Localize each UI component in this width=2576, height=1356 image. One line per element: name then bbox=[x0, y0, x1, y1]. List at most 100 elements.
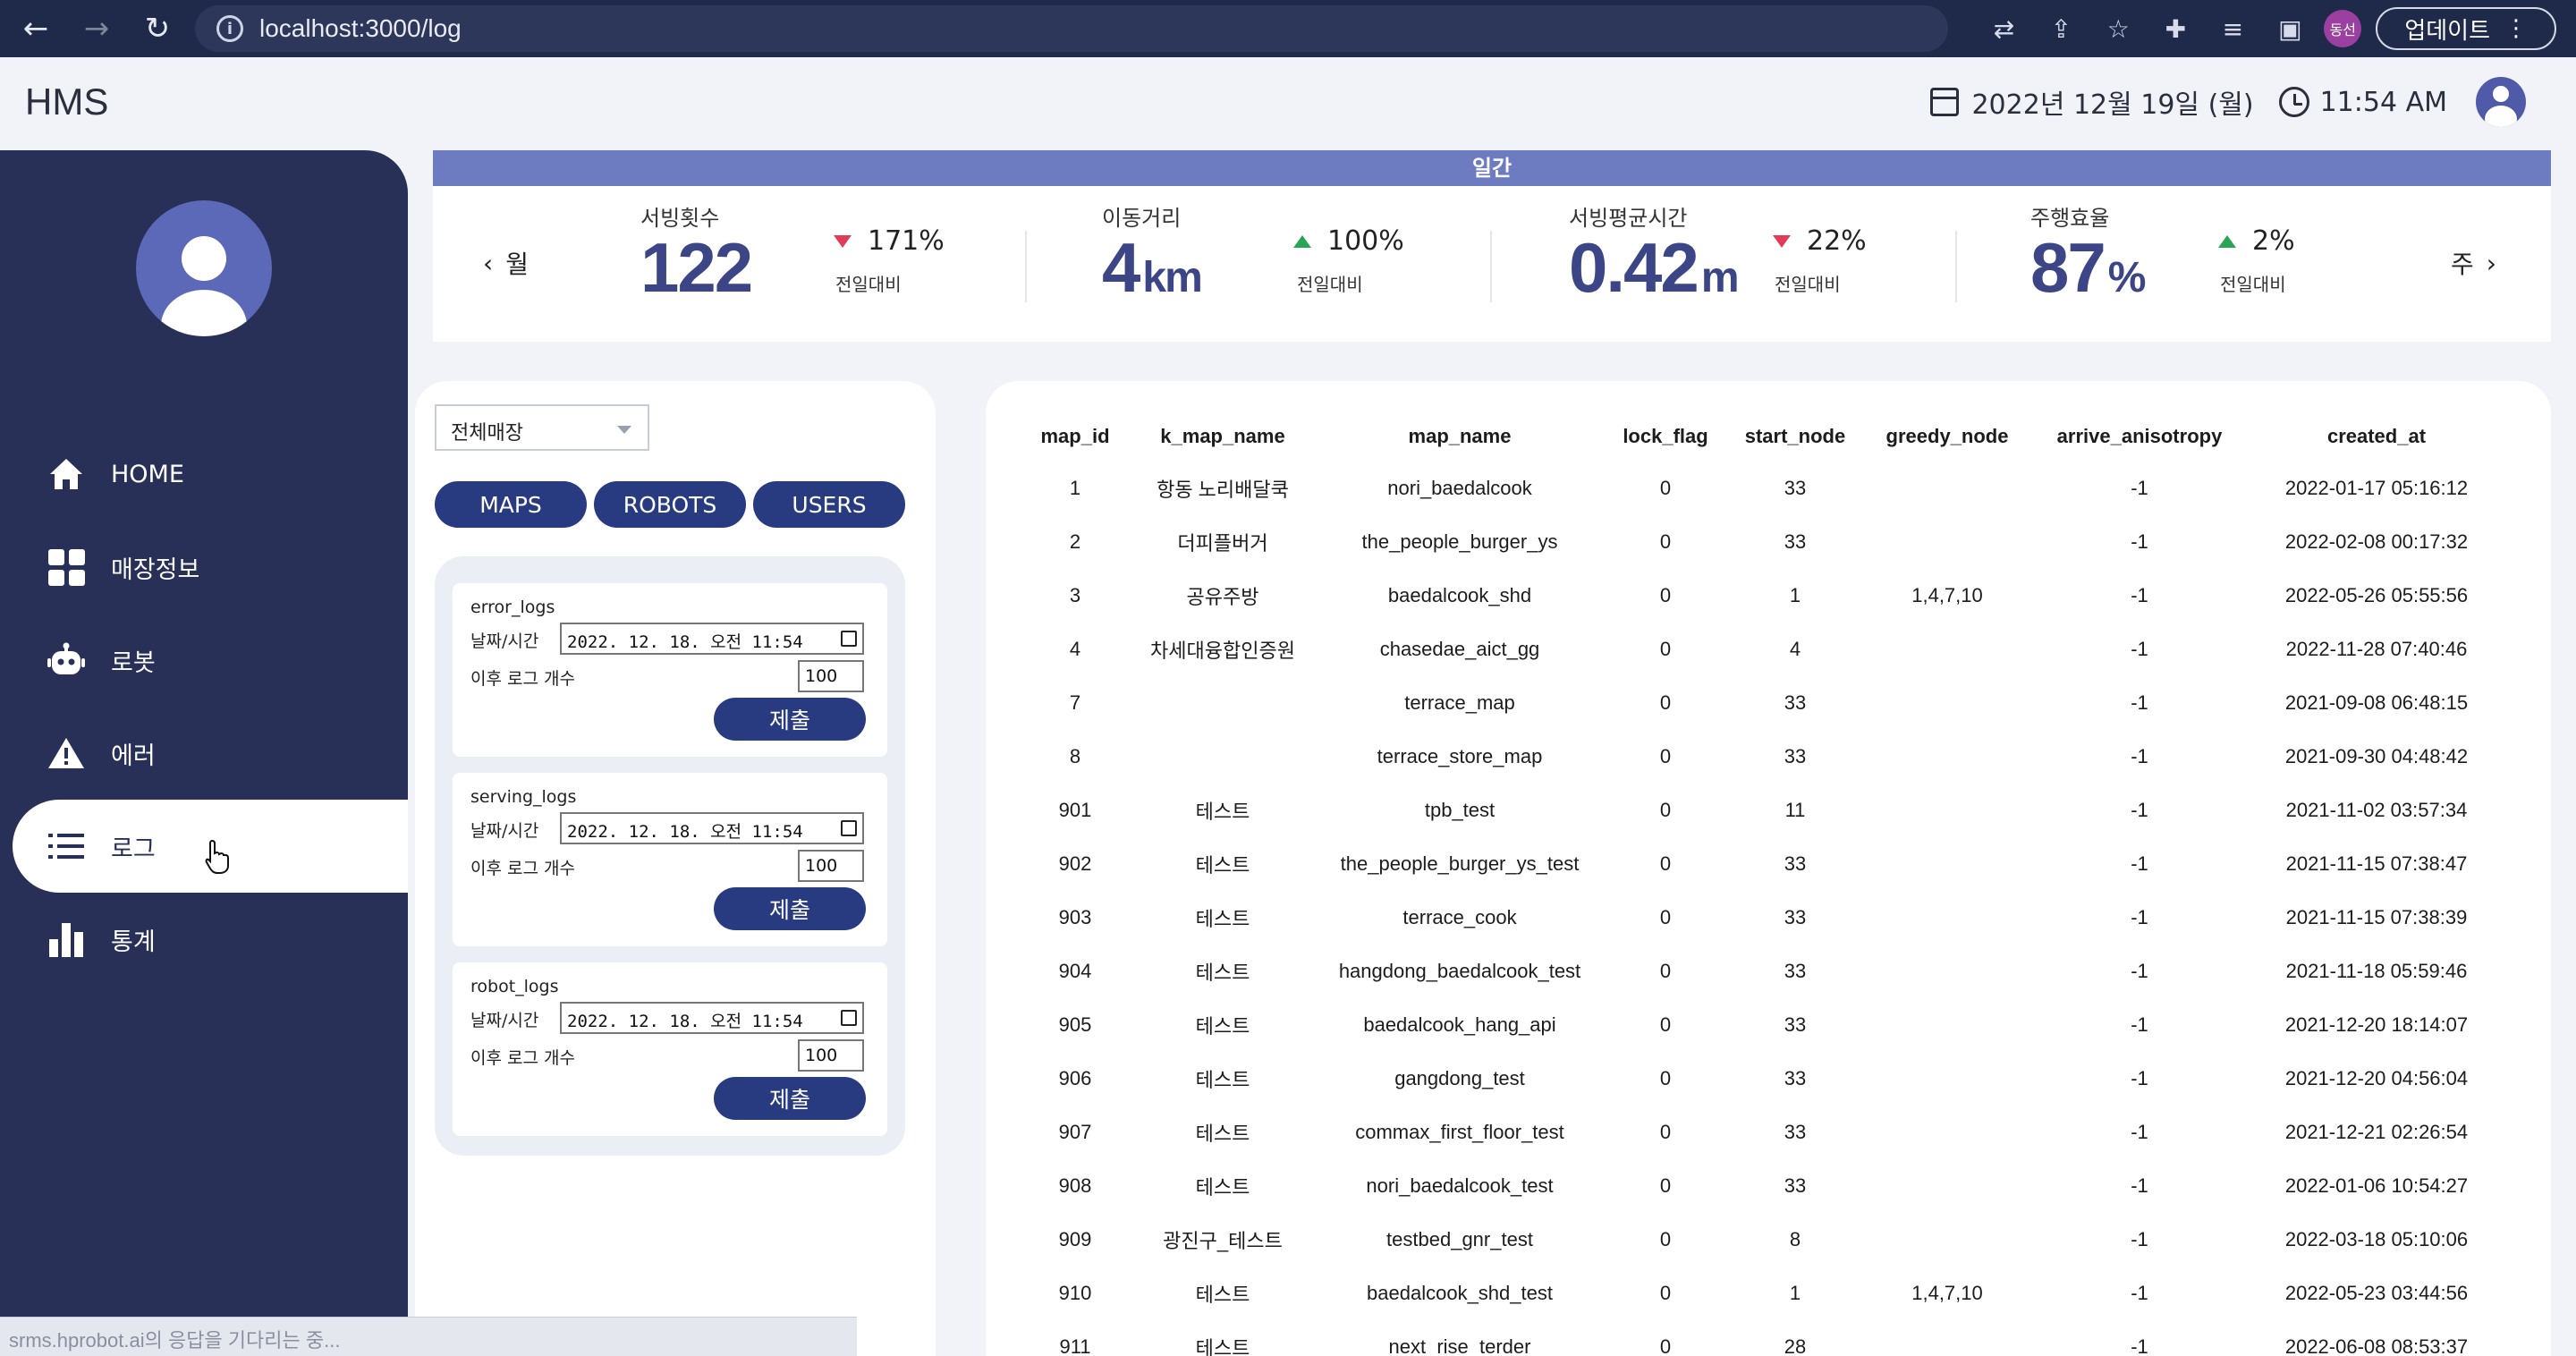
maps-button[interactable]: MAPS bbox=[435, 481, 587, 528]
table-cell-map-id: 901 bbox=[1058, 799, 1092, 821]
submit-button[interactable]: 제출 bbox=[714, 1077, 866, 1120]
prev-period-button[interactable]: ‹ 월 bbox=[483, 245, 529, 281]
stat-value: 4km bbox=[1102, 228, 1203, 307]
stat-sub-label: 전일대비 bbox=[2220, 274, 2286, 295]
datetime-input[interactable]: 2022. 12. 18. 오전 11:54 bbox=[560, 812, 864, 844]
stat-sub-label: 전일대비 bbox=[1297, 274, 1363, 295]
table-cell-created-at: 2022-11-28 07:40:46 bbox=[2285, 638, 2468, 660]
table-cell-created-at: 2021-12-20 04:56:04 bbox=[2284, 1067, 2469, 1089]
stat-value: 122 bbox=[640, 228, 753, 307]
table-cell-arrive-anisotropy: -1 bbox=[2131, 477, 2148, 499]
sidebar-item-stats[interactable]: 통계 bbox=[13, 893, 408, 986]
table-cell-map-name: next_rise_terder bbox=[1388, 1335, 1531, 1356]
sidebar-item-robot[interactable]: 로봇 bbox=[13, 614, 408, 707]
forward-arrow-icon[interactable]: → bbox=[83, 11, 110, 47]
datetime-label: 날짜/시간 bbox=[470, 821, 539, 841]
user-avatar[interactable] bbox=[2476, 77, 2526, 127]
submit-button[interactable]: 제출 bbox=[714, 698, 866, 741]
table-cell-lock-flag: 0 bbox=[1659, 799, 1672, 821]
users-button[interactable]: USERS bbox=[753, 481, 905, 528]
share-icon[interactable]: ⇪ bbox=[2050, 13, 2072, 44]
table-row[interactable]: 8 terrace_store_map 0 33 -1 2021-09-30 04:48:… bbox=[1021, 730, 2506, 784]
address-bar[interactable]: i localhost:3000/log bbox=[195, 5, 1948, 52]
robots-button[interactable]: ROBOTS bbox=[594, 481, 746, 528]
table-row[interactable]: 906 테스트 gangdong_test 0 33 -1 2021-12-20 04:56… bbox=[1021, 1052, 2506, 1106]
browser-status-bar: srms.hprobot.ai의 응답을 기다리는 중... bbox=[0, 1317, 857, 1356]
sidebar-item-store-info[interactable]: 매장정보 bbox=[13, 521, 408, 614]
table-row[interactable]: 903 테스트 terrace_cook 0 33 -1 2021-11-15 07:38:… bbox=[1021, 891, 2506, 945]
chevron-down-icon bbox=[617, 426, 631, 434]
sidebar-icon[interactable]: ▣ bbox=[2278, 13, 2302, 44]
table-cell-start-node: 33 bbox=[1784, 1067, 1807, 1089]
table-row[interactable]: 2 더피플버거 the_people_burger_ys 0 33 -1 2022-02-0… bbox=[1021, 515, 2506, 569]
table-row[interactable]: 905 테스트 baedalcook_hang_api 0 33 -1 2021-12-20… bbox=[1021, 998, 2506, 1052]
sidebar-item-error[interactable]: 에러 bbox=[13, 707, 408, 800]
grid-icon bbox=[47, 547, 86, 587]
back-arrow-icon[interactable]: ← bbox=[22, 11, 49, 47]
table-cell-start-node: 33 bbox=[1784, 906, 1807, 928]
reload-icon[interactable]: ↻ bbox=[144, 11, 171, 47]
table-cell-k-map-name: 테스트 bbox=[1195, 908, 1250, 930]
stat-driving-efficiency: 주행효율 87% 2% 전일대비 bbox=[2030, 200, 2460, 335]
translate-icon[interactable]: ⇄ bbox=[1993, 13, 2015, 44]
table-cell-arrive-anisotropy: -1 bbox=[2131, 1174, 2148, 1197]
table-cell-k-map-name: 테스트 bbox=[1195, 1069, 1250, 1091]
table-cell-lock-flag: 0 bbox=[1659, 906, 1672, 928]
count-input[interactable]: 100 bbox=[798, 1039, 864, 1072]
table-row[interactable]: 1 항동 노리배달쿡 nori_baedalcook 0 33 -1 2022-01-17 … bbox=[1021, 462, 2506, 515]
update-button[interactable]: 업데이트 ⋮ bbox=[2376, 7, 2556, 50]
table-cell-map-name: nori_baedalcook_test bbox=[1366, 1174, 1554, 1197]
table-cell-k-map-name: 테스트 bbox=[1195, 801, 1250, 823]
table-cell-created-at: 2021-09-08 06:48:15 bbox=[2284, 691, 2469, 714]
column-header-arrive-anisotropy: arrive_anisotropy bbox=[2056, 425, 2223, 447]
profile-avatar[interactable]: 동선 bbox=[2324, 10, 2362, 47]
count-input[interactable]: 100 bbox=[798, 660, 864, 692]
extensions-icon[interactable]: ✚ bbox=[2165, 13, 2187, 44]
table-cell-created-at: 2022-02-08 00:17:32 bbox=[2284, 530, 2469, 553]
stat-delta: 22% bbox=[1773, 225, 1867, 257]
table-row[interactable]: 907 테스트 commax_first_floor_test 0 33 -1 2021-1… bbox=[1021, 1106, 2506, 1159]
sidebar-item-home[interactable]: HOME bbox=[13, 428, 408, 521]
store-select-value: 전체매장 bbox=[451, 422, 523, 445]
table-row[interactable]: 4 차세대융합인증원 chasedae_aict_gg 0 4 -1 2022-11-28 … bbox=[1021, 623, 2506, 676]
url-text[interactable]: localhost:3000/log bbox=[259, 14, 462, 42]
table-cell-created-at: 2022-03-18 05:10:06 bbox=[2284, 1228, 2469, 1250]
header-time: 11:54 AM bbox=[2319, 86, 2447, 118]
star-icon[interactable]: ☆ bbox=[2106, 13, 2130, 44]
media-icon[interactable]: ≡ bbox=[2222, 13, 2244, 44]
table-cell-lock-flag: 0 bbox=[1659, 691, 1672, 714]
table-cell-start-node: 33 bbox=[1784, 530, 1807, 553]
store-select[interactable]: 전체매장 bbox=[435, 404, 649, 451]
table-row[interactable]: 904 테스트 hangdong_baedalcook_test 0 33 -1 2021-… bbox=[1021, 945, 2506, 998]
datetime-input[interactable]: 2022. 12. 18. 오전 11:54 bbox=[560, 1002, 864, 1034]
table-row[interactable]: 910 테스트 baedalcook_shd_test 0 1 1,4,7,10 -1 202… bbox=[1021, 1267, 2506, 1320]
submit-button[interactable]: 제출 bbox=[714, 887, 866, 930]
chevron-right-icon: › bbox=[2486, 248, 2496, 278]
info-icon[interactable]: i bbox=[216, 15, 243, 42]
table-cell-map-name: gangdong_test bbox=[1394, 1067, 1525, 1089]
table-cell-map-name: the_people_burger_ys_test bbox=[1340, 852, 1580, 875]
table-cell-map-id: 905 bbox=[1058, 1013, 1092, 1036]
table-cell-map-id: 910 bbox=[1058, 1282, 1092, 1304]
table-row[interactable]: 908 테스트 nori_baedalcook_test 0 33 -1 2022-01-0… bbox=[1021, 1159, 2506, 1213]
sidebar-item-label: 로그 bbox=[111, 835, 156, 863]
table-row[interactable]: 7 terrace_map 0 33 -1 2021-09-08 06:48:15 bbox=[1021, 676, 2506, 730]
table-cell-arrive-anisotropy: -1 bbox=[2131, 1121, 2148, 1143]
table-cell-created-at: 2021-11-18 05:59:46 bbox=[2285, 960, 2468, 982]
table-cell-map-name: baedalcook_hang_api bbox=[1363, 1013, 1556, 1036]
calendar-icon bbox=[841, 631, 857, 647]
count-input[interactable]: 100 bbox=[798, 850, 864, 882]
table-cell-lock-flag: 0 bbox=[1659, 1282, 1672, 1304]
trend-down-icon bbox=[834, 234, 852, 248]
table-row[interactable]: 911 테스트 next_rise_terder 0 28 -1 2022-06-08 08… bbox=[1021, 1320, 2506, 1356]
table-cell-k-map-name: 광진구_테스트 bbox=[1163, 1230, 1283, 1252]
table-row[interactable]: 3 공유주방 baedalcook_shd 0 1 1,4,7,10 -1 2022-05-2… bbox=[1021, 569, 2506, 623]
list-icon bbox=[47, 826, 86, 866]
table-row[interactable]: 902 테스트 the_people_burger_ys_test 0 33 -1 2021… bbox=[1021, 837, 2506, 891]
table-row[interactable]: 909 광진구_테스트 testbed_gnr_test 0 8 -1 2022-03-18… bbox=[1021, 1213, 2506, 1267]
datetime-label: 날짜/시간 bbox=[470, 1011, 539, 1030]
datetime-input[interactable]: 2022. 12. 18. 오전 11:54 bbox=[560, 623, 864, 655]
table-row[interactable]: 901 테스트 tpb_test 0 11 -1 2021-11-02 03:57:34 bbox=[1021, 784, 2506, 837]
table-cell-map-id: 906 bbox=[1058, 1067, 1092, 1089]
next-period-button[interactable]: 주 › bbox=[2451, 245, 2496, 281]
